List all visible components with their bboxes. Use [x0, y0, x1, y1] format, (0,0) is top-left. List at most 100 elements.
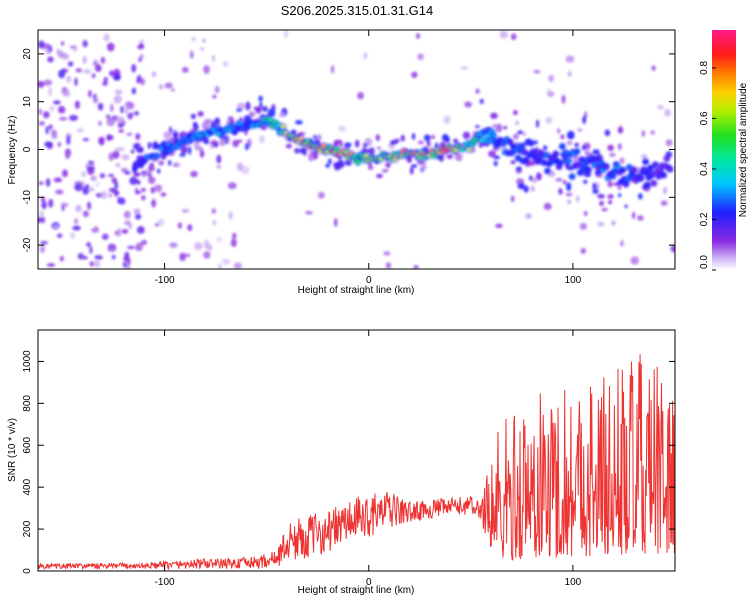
noise-blob [194, 242, 203, 251]
noise-blob [169, 242, 178, 248]
ridge-mark [641, 167, 647, 172]
plume-blob [491, 124, 498, 128]
ridge-mark [652, 162, 659, 167]
plume-blob [528, 160, 536, 166]
plume-blob [607, 144, 614, 152]
colorbar-label: Normalized spectral amplitude [738, 82, 749, 217]
plume-blob [199, 149, 205, 158]
noise-blob [383, 251, 391, 256]
noise-blob [57, 105, 66, 114]
plume-blob [619, 157, 625, 164]
plume-blob [366, 149, 371, 153]
plume-blob [267, 108, 276, 118]
ridge-mark [523, 157, 529, 163]
noise-blob [126, 132, 133, 136]
noise-blob [223, 61, 228, 67]
plume-blob [237, 139, 243, 143]
noise-blob [107, 134, 114, 141]
ridge-mark [522, 150, 528, 155]
noise-blob [515, 178, 525, 185]
noise-blob [233, 262, 243, 269]
noise-blob [94, 255, 103, 260]
colorbar: 0.0 0.2 0.4 0.6 0.8 Normalized spectral ampl… [699, 30, 749, 271]
noise-blob [547, 91, 555, 98]
plume-blob [226, 137, 230, 143]
snr-frame [37, 329, 676, 572]
noise-blob [44, 141, 53, 148]
plume-blob [190, 113, 197, 120]
noise-blob [611, 220, 616, 226]
ridge-mark [623, 181, 629, 187]
noise-blob [60, 202, 69, 207]
noise-blob [510, 33, 517, 41]
x-tick-label: 0 [366, 275, 372, 286]
noise-blob [203, 65, 210, 74]
ridge-mark [656, 174, 662, 179]
plume-blob [522, 131, 526, 137]
noise-blob [637, 215, 644, 221]
plume-blob [604, 129, 611, 137]
noise-blob [69, 232, 75, 239]
noise-blob [222, 258, 231, 265]
noise-blob [93, 97, 99, 104]
noise-blob [133, 208, 141, 215]
plume-blob [327, 158, 332, 165]
noise-blob [86, 242, 92, 248]
noise-blob [135, 213, 142, 220]
noise-blob [120, 105, 124, 114]
noise-blob [115, 116, 125, 124]
noise-blob [82, 210, 90, 218]
noise-blob [48, 198, 54, 208]
colorbar-ticks: 0.0 0.2 0.4 0.6 0.8 [699, 61, 716, 271]
plume-blob [529, 175, 533, 181]
noise-blob [181, 208, 190, 214]
y-tick-label: 1000 [22, 350, 33, 373]
plume-blob [168, 126, 172, 134]
ridge-mark [479, 137, 485, 143]
noise-blob [416, 32, 421, 39]
plume-blob [597, 194, 605, 199]
noise-blob [62, 53, 70, 60]
noise-blob [117, 196, 121, 205]
noise-blob [91, 73, 96, 79]
noise-blob [184, 253, 191, 258]
noise-blob [211, 54, 216, 62]
noise-blob [48, 124, 53, 130]
noise-blob [464, 101, 473, 108]
noise-blob [69, 114, 79, 122]
noise-blob [90, 175, 97, 182]
plume-blob [245, 142, 249, 151]
noise-blob [236, 162, 244, 172]
plume-blob [581, 145, 586, 151]
ridge-mark [592, 163, 598, 168]
noise-blob [170, 88, 176, 92]
noise-blob [127, 112, 133, 120]
plume-blob [523, 185, 529, 193]
noise-blob [87, 201, 92, 210]
ridge-mark [585, 167, 592, 172]
noise-blob [40, 240, 48, 245]
noise-blob [43, 111, 50, 119]
plume-blob [426, 140, 431, 147]
ridge-mark [541, 160, 547, 165]
noise-blob [330, 65, 335, 74]
y-tick-label: 200 [22, 520, 33, 537]
noise-blob [565, 55, 575, 63]
plume-blob [335, 139, 343, 145]
noise-blob [109, 70, 114, 77]
noise-blob [135, 242, 143, 252]
chart-title: S206.2025.315.01.31.G14 [281, 3, 434, 18]
noise-blob [49, 105, 55, 112]
noise-blob [39, 210, 44, 218]
ridge-mark [644, 182, 650, 188]
plume-blob [583, 171, 592, 178]
plume-blob [409, 166, 414, 175]
ridge-mark [530, 149, 536, 154]
noise-blob [38, 80, 45, 88]
noise-blob [200, 47, 205, 51]
noise-blob [140, 239, 148, 245]
ridge-mark [667, 167, 673, 172]
noise-blob [214, 85, 220, 94]
noise-blob [664, 108, 671, 117]
noise-blob [239, 104, 245, 109]
